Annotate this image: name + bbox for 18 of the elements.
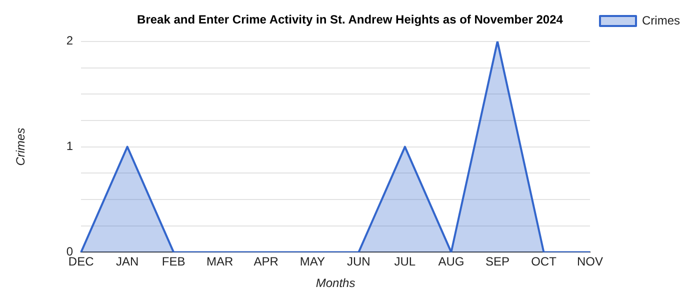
- x-tick-label: NOV: [576, 254, 604, 269]
- x-tick-label: MAR: [206, 254, 234, 269]
- legend-label: Crimes: [642, 13, 680, 28]
- y-axis-title: Crimes: [14, 128, 28, 166]
- x-tick-label: APR: [254, 254, 279, 269]
- x-tick-label: DEC: [68, 254, 94, 269]
- x-axis-title: Months: [316, 276, 356, 290]
- x-tick-label: FEB: [162, 254, 186, 269]
- x-tick-label: SEP: [485, 254, 510, 269]
- x-tick-label: JUL: [394, 254, 416, 269]
- x-tick-label: AUG: [438, 254, 464, 269]
- y-tick-label: 2: [66, 34, 74, 48]
- chart-title: Break and Enter Crime Activity in St. Andrew Heights as of November 2024: [137, 12, 564, 27]
- x-tick-label: JAN: [116, 254, 139, 269]
- x-tick-label: MAY: [300, 254, 325, 269]
- x-tick-label: JUN: [347, 254, 370, 269]
- y-tick-label: 1: [66, 139, 74, 154]
- x-tick-label: OCT: [531, 254, 558, 269]
